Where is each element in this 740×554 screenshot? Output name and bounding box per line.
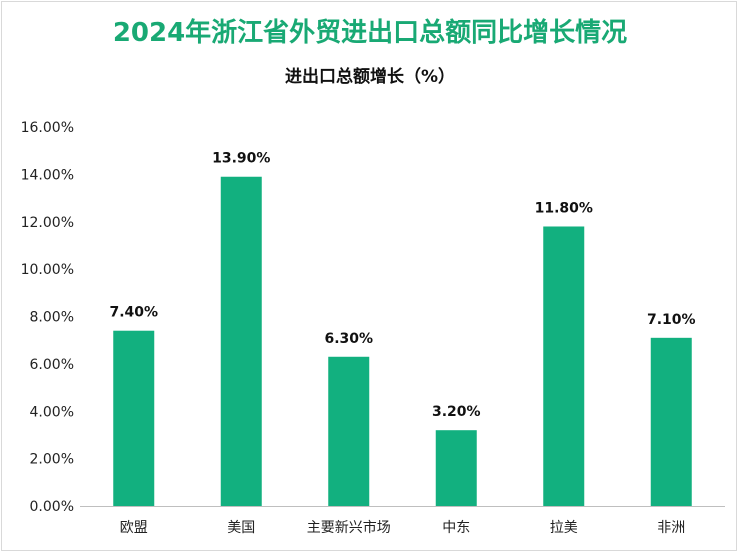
x-tick-label: 非洲 — [657, 520, 685, 536]
x-tick-label: 拉美 — [550, 520, 578, 536]
y-tick-label: 12.00% — [21, 215, 74, 231]
data-label: 11.80% — [535, 200, 593, 216]
bars-group: 7.40% 13.90% 6.30% 3.20% 11.80% 7.10% — [109, 151, 696, 507]
bar — [543, 226, 585, 507]
x-tick-label: 中东 — [442, 520, 470, 536]
bar — [113, 330, 155, 506]
y-tick-label: 0.00% — [30, 499, 74, 515]
main-title: 2024年浙江省外贸进出口总额同比增长情况 — [112, 18, 628, 48]
data-label: 6.30% — [324, 331, 373, 347]
y-tick-label: 6.00% — [30, 357, 74, 373]
data-label: 13.90% — [212, 151, 270, 167]
y-tick-label: 14.00% — [21, 167, 74, 183]
x-axis: 欧盟 美国 主要新兴市场 中东 拉美 非洲 — [80, 506, 725, 536]
x-tick-label: 欧盟 — [120, 520, 148, 536]
data-label: 7.40% — [109, 305, 158, 321]
y-tick-label: 10.00% — [21, 262, 74, 278]
data-label: 3.20% — [432, 404, 481, 420]
y-tick-label: 8.00% — [30, 310, 74, 326]
y-tick-label: 4.00% — [30, 404, 74, 420]
x-tick-label: 美国 — [227, 520, 255, 536]
bar — [328, 356, 370, 506]
y-tick-label: 16.00% — [21, 120, 74, 136]
y-axis: 0.00% 2.00% 4.00% 6.00% 8.00% 10.00% 12.00% 14.… — [21, 120, 74, 515]
x-tick-label: 主要新兴市场 — [307, 519, 391, 536]
chart-subtitle: 进出口总额增长（%） — [284, 67, 456, 87]
y-tick-label: 2.00% — [30, 452, 74, 468]
bar — [220, 176, 262, 506]
bar — [435, 430, 477, 506]
bar — [650, 337, 692, 506]
data-label: 7.10% — [647, 312, 696, 328]
